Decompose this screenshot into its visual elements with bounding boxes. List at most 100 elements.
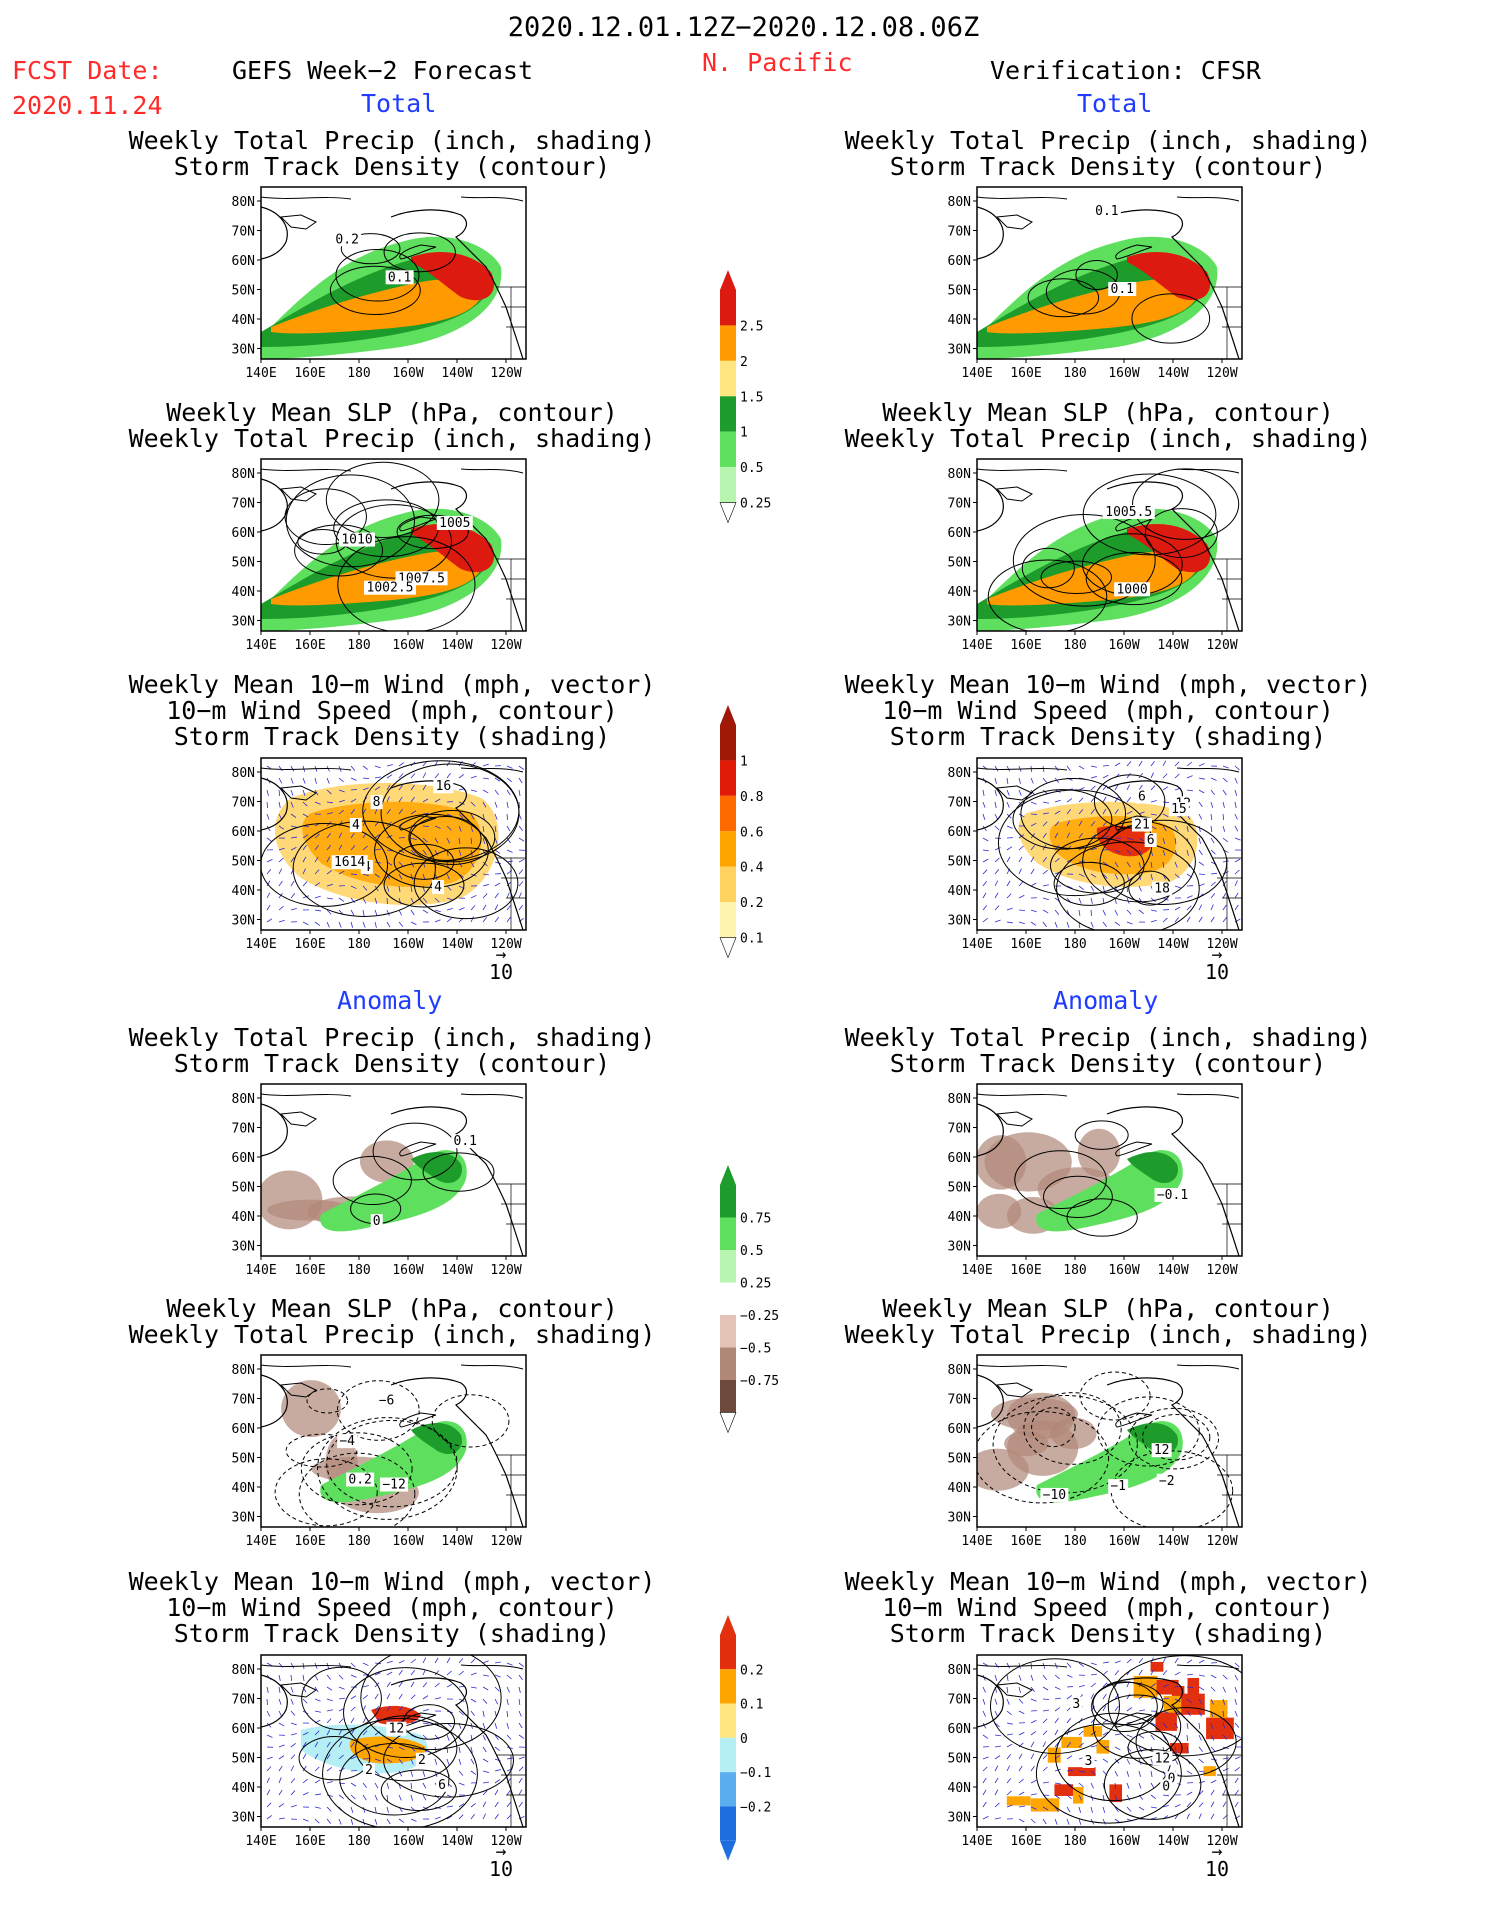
wind-vector <box>398 808 403 815</box>
wind-vector <box>982 1777 987 1784</box>
wind-vector <box>1198 1746 1203 1753</box>
lon-tick-label: 140W <box>1157 1834 1188 1849</box>
wind-vector <box>278 765 283 772</box>
wind-vector <box>446 772 451 779</box>
wind-vector <box>338 789 345 793</box>
contour-line <box>1085 552 1183 606</box>
wind-vector <box>386 796 390 803</box>
wind-vector <box>1198 849 1203 856</box>
contour-label-text: −1 <box>1110 1479 1126 1494</box>
contour-line <box>1110 1450 1234 1527</box>
storm-anomaly-cell <box>1054 1784 1074 1796</box>
wind-vector <box>1090 776 1097 779</box>
wind-vector <box>302 1778 308 1784</box>
wind-vector <box>1030 909 1037 913</box>
coastline <box>390 1677 524 1827</box>
contour-line <box>1066 1198 1138 1237</box>
wind-vector <box>314 789 319 796</box>
wind-vector <box>362 921 366 928</box>
wind-vector <box>302 1674 305 1681</box>
wind-vector <box>386 1660 393 1664</box>
wind-vector <box>1018 868 1022 875</box>
wind-vector <box>1102 1806 1106 1813</box>
wind-vector <box>422 1734 428 1740</box>
wind-vector <box>1174 773 1180 779</box>
wind-vector <box>470 813 475 820</box>
wind-vector <box>314 895 321 899</box>
coastline <box>460 767 524 773</box>
wind-vector <box>1114 1806 1119 1813</box>
lat-tick-label: 40N <box>232 1481 255 1496</box>
lon-tick-label: 160W <box>392 1263 423 1278</box>
wind-vector <box>338 1794 345 1799</box>
colorbar-segment <box>720 1380 736 1413</box>
wind-vector <box>506 813 509 821</box>
wind-vector <box>362 777 370 780</box>
state-borders <box>496 1183 526 1256</box>
wind-vector <box>1042 821 1048 827</box>
wind-vector <box>518 801 520 809</box>
wind-vector <box>338 870 345 875</box>
wind-vector <box>338 921 342 928</box>
storm-anomaly-cell <box>1206 1717 1234 1740</box>
section-anomaly-left: Anomaly <box>337 986 443 1015</box>
wind-vector <box>506 1778 512 1784</box>
wind-vector <box>1138 1669 1143 1676</box>
lon-tick-label: 120W <box>490 1263 521 1278</box>
wind-vector <box>386 1818 391 1825</box>
wind-vector <box>1054 1697 1061 1700</box>
coastline <box>261 478 288 532</box>
wind-vector <box>494 849 501 854</box>
contour-line <box>274 1458 378 1527</box>
colorbar-segment <box>720 725 736 761</box>
coastline <box>977 1364 1068 1368</box>
wind-vector <box>1162 917 1168 923</box>
wind-vector <box>1102 796 1107 803</box>
coastline <box>995 1382 1033 1398</box>
coastline <box>1106 209 1240 359</box>
wind-vector <box>434 849 438 856</box>
colorbar-level-label: 0.75 <box>740 1212 771 1227</box>
wind-vector <box>1174 1657 1179 1664</box>
wind-vector <box>1198 1813 1202 1820</box>
wind-vector <box>1078 1662 1085 1667</box>
wind-vector <box>1102 1682 1108 1688</box>
contour-label-text: 0 <box>1168 1771 1176 1786</box>
wind-vector <box>494 861 501 865</box>
wind-vector <box>1006 846 1013 851</box>
wind-vector <box>398 784 403 791</box>
wind-vector <box>398 1681 403 1688</box>
wind-vector <box>1090 1806 1093 1813</box>
colorbar-level-label: −0.25 <box>740 1309 779 1324</box>
storm-anomaly-shade <box>349 1736 426 1764</box>
coastline <box>460 196 524 202</box>
wind-vector <box>506 881 512 887</box>
wind-vector <box>982 1801 987 1808</box>
lon-tick-label: 140W <box>1157 937 1188 952</box>
lat-tick-label: 70N <box>232 225 255 240</box>
colorbar-segment <box>720 360 736 397</box>
vector-reference-value: 10 <box>488 1857 514 1881</box>
coastline <box>261 1374 288 1428</box>
contour-line <box>413 847 519 920</box>
colorbar-level-label: 0 <box>740 1732 748 1747</box>
panel-title-line: Storm Track Density (contour) <box>173 1049 611 1078</box>
wind-vector <box>1042 1766 1048 1772</box>
wind-vector <box>994 801 997 808</box>
colorbar-segment <box>720 1806 736 1841</box>
wind-vector <box>994 857 1000 863</box>
wind-vector <box>290 1674 293 1682</box>
wind-vector <box>470 916 474 923</box>
wind-vector <box>1078 797 1084 803</box>
wind-vector <box>374 1806 377 1813</box>
wind-vector <box>290 1765 295 1772</box>
map-panel-verif-anom-slp: −10 12 −2 −1 80N 70N 60N 50N 40N 30N 140E 160E 180 16… <box>948 1354 1243 1549</box>
wind-vector <box>1090 785 1096 791</box>
contour-label-text: −12 <box>382 1478 405 1493</box>
wind-vector <box>1066 1674 1073 1678</box>
contour-label: 0.1 <box>385 270 414 285</box>
panel-title-line: Weekly Total Precip (inch, shading) <box>844 126 1372 155</box>
wind-vector <box>1030 845 1036 851</box>
precip-shade <box>1127 524 1211 573</box>
wind-vector <box>1210 1686 1216 1692</box>
